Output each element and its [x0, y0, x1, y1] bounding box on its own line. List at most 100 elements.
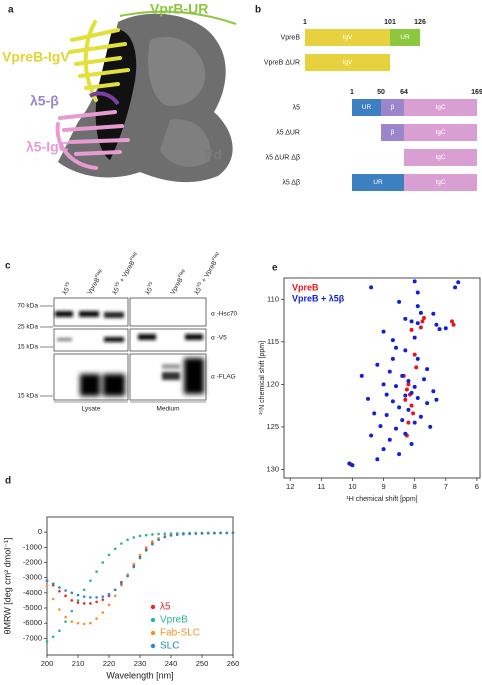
data-point	[95, 617, 98, 620]
data-point	[213, 531, 216, 535]
data-point	[82, 588, 86, 592]
size-marker: 15 kDa	[17, 393, 38, 400]
panel-label: b	[255, 5, 261, 16]
legend-marker	[150, 617, 156, 623]
lane-label-part: V5	[63, 280, 70, 288]
legend-label: VpreB	[292, 282, 319, 292]
band	[57, 338, 72, 341]
data-point	[169, 534, 173, 537]
x-tick-label: 210	[72, 659, 85, 668]
peak	[409, 390, 414, 395]
peak	[411, 411, 416, 416]
x-tick-label: 200	[41, 659, 54, 668]
lane-label: λ5V5	[142, 280, 156, 296]
band	[162, 364, 180, 369]
peak	[412, 279, 417, 284]
data-point	[219, 531, 222, 535]
group-label: Medium	[156, 406, 179, 413]
lane-label-part: + VpreB	[117, 260, 136, 286]
x-axis-label: Wavelength [nm]	[106, 670, 173, 680]
data-point	[70, 609, 74, 613]
data-point	[76, 593, 80, 597]
data-point	[113, 588, 117, 592]
lane-label: VpreBFlag	[84, 268, 105, 296]
data-point	[64, 620, 67, 623]
lane-label: λ5V5 + VpreBFlag	[191, 251, 222, 296]
domain-label: UR	[400, 34, 410, 41]
peak	[415, 304, 420, 309]
y-tick-label: -1000	[23, 542, 42, 551]
data-point	[45, 583, 49, 587]
peak	[406, 420, 411, 425]
x-axis-label: ¹H chemical shift [ppm]	[346, 496, 417, 503]
residue-number: 1	[303, 19, 307, 26]
y-tick-label: -7000	[23, 633, 42, 642]
peak	[434, 397, 439, 402]
x-tick-label: 10	[348, 482, 356, 491]
data-point	[64, 594, 67, 598]
ur-loop	[119, 10, 237, 25]
peak	[406, 378, 411, 383]
construct-name: λ5	[293, 104, 301, 111]
data-point	[82, 602, 86, 605]
size-marker: 15 kDa	[17, 344, 38, 351]
data-point	[107, 553, 111, 557]
legend-marker	[150, 643, 156, 649]
data-point	[163, 532, 167, 535]
antibody-label: α -V5	[211, 335, 227, 342]
data-point	[101, 561, 105, 564]
lane-label-part: + VpreB	[199, 260, 218, 286]
domain-box	[305, 54, 390, 71]
lane-label-part: V5	[146, 280, 153, 288]
structure-label: VpreB-IgV	[2, 49, 70, 65]
peak	[437, 327, 442, 332]
data-point	[45, 579, 49, 582]
peak	[387, 437, 392, 442]
domain-label: IgC	[435, 179, 445, 186]
peak	[403, 431, 408, 436]
y-tick-label: 120	[266, 379, 279, 388]
peak	[403, 393, 408, 398]
peak	[422, 377, 426, 382]
data-point	[188, 532, 191, 536]
data-point	[101, 595, 105, 598]
peak	[409, 327, 414, 332]
data-point	[120, 542, 123, 545]
peak	[397, 299, 402, 304]
peak	[369, 433, 374, 438]
construct-name: VpreB	[281, 34, 301, 41]
peak	[418, 310, 423, 315]
data-point	[89, 596, 92, 599]
data-point	[58, 608, 61, 611]
lane-label-part: Flag	[210, 251, 219, 262]
peak	[347, 461, 352, 466]
residue-number: 169	[471, 89, 482, 96]
bands	[55, 311, 203, 380]
data-point	[231, 531, 235, 535]
blot-frame	[53, 328, 129, 352]
construct-name: λ5 Δβ	[282, 179, 300, 186]
data-point	[51, 635, 55, 639]
data-point	[82, 595, 86, 598]
data-point	[200, 532, 204, 535]
peak	[359, 373, 364, 378]
lane-label-part: VpreB	[169, 277, 184, 296]
peak	[400, 418, 405, 423]
residue-number: 50	[377, 89, 385, 96]
panel-label: d	[5, 476, 11, 487]
peak	[428, 424, 433, 429]
peak	[434, 322, 439, 327]
construct-name: VpreB ΔUR	[264, 59, 300, 66]
peak	[412, 352, 417, 357]
lane-label-part: λ5	[144, 286, 154, 296]
data-point	[194, 532, 198, 535]
data-point	[144, 549, 148, 552]
peak	[420, 319, 425, 324]
peak	[394, 345, 398, 350]
x-tick-label: 220	[103, 659, 116, 668]
data-point	[70, 599, 74, 602]
data-point	[95, 600, 98, 604]
peak	[394, 384, 398, 389]
data-point	[132, 562, 136, 566]
lane-label: λ5V5 + VpreBFlag	[109, 251, 140, 296]
